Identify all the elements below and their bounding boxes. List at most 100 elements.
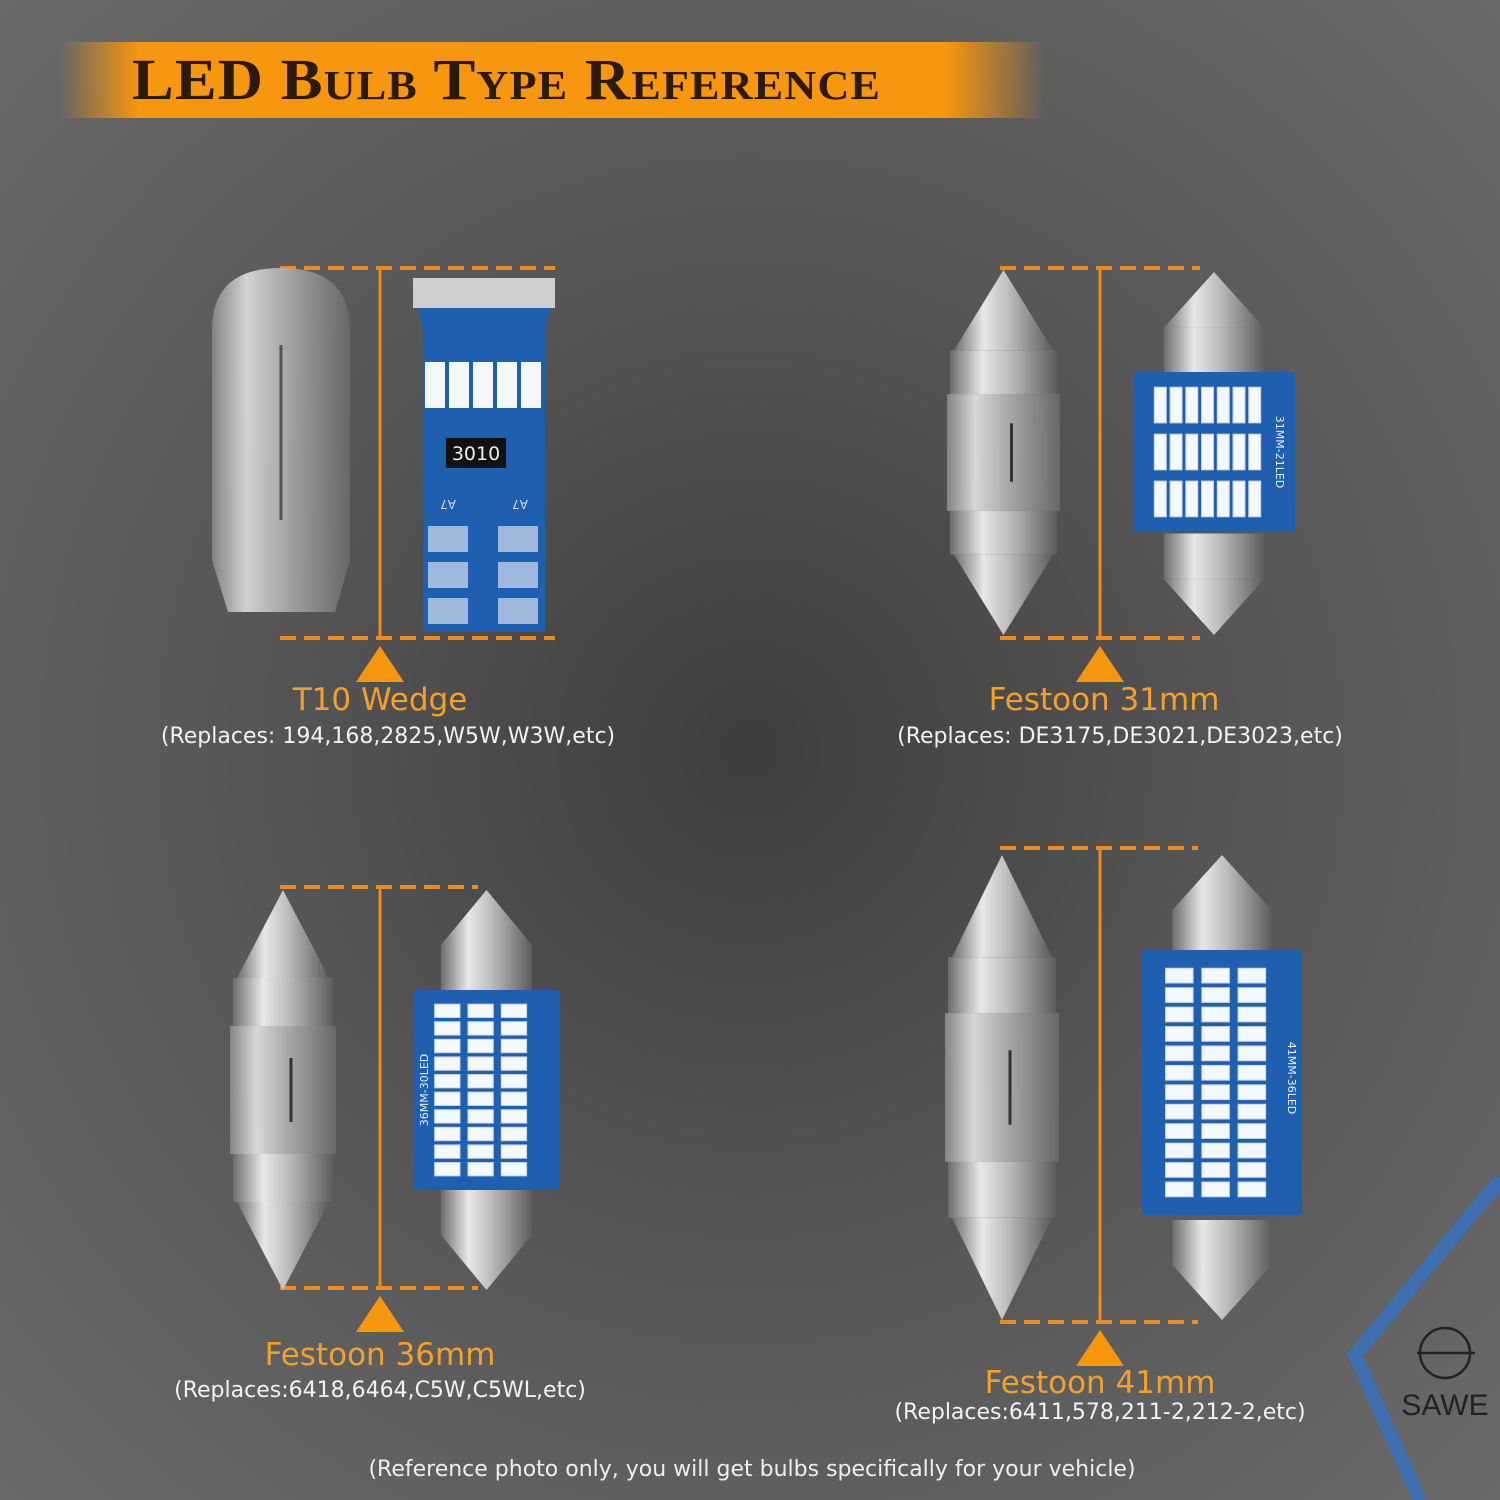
brand-logo-text: SAWE bbox=[1401, 1389, 1489, 1422]
pointer-triangle-icon bbox=[1076, 646, 1124, 682]
led-chip bbox=[1201, 1142, 1230, 1159]
led-chip bbox=[1165, 1181, 1194, 1198]
brand-stripe bbox=[1346, 1175, 1500, 1500]
bulb-cap-bottom bbox=[1172, 1220, 1272, 1265]
led-chip bbox=[434, 1109, 461, 1124]
led-chip bbox=[1153, 433, 1167, 471]
led-chip bbox=[434, 1003, 461, 1018]
led-chip bbox=[1165, 1142, 1194, 1159]
led-chip bbox=[500, 1162, 528, 1177]
brand-logo-icon bbox=[1417, 1326, 1475, 1380]
led-chip bbox=[1237, 1142, 1267, 1159]
led-chip bbox=[1165, 1084, 1194, 1101]
led-chip bbox=[1248, 433, 1262, 471]
bulb-cap-top bbox=[948, 957, 1056, 1014]
led-chip bbox=[467, 1091, 494, 1106]
led-chip bbox=[1201, 1006, 1230, 1023]
page-title: LED Bulb Type Reference bbox=[132, 47, 882, 112]
led-chip bbox=[1169, 433, 1183, 471]
solder-pad bbox=[428, 598, 468, 624]
bulb-body bbox=[230, 1026, 336, 1154]
led-chip bbox=[1237, 1064, 1267, 1081]
led-chip bbox=[1185, 433, 1199, 471]
led-chip bbox=[1201, 1084, 1230, 1101]
solder-pad bbox=[428, 526, 468, 552]
pointer-triangle-icon bbox=[1076, 1330, 1124, 1366]
led-chip bbox=[467, 1126, 494, 1142]
led-board-top bbox=[413, 278, 555, 308]
led-chip bbox=[1185, 480, 1199, 518]
led-chip bbox=[1201, 1064, 1230, 1081]
led-chip bbox=[1237, 1084, 1267, 1101]
led-chip bbox=[1216, 386, 1230, 424]
led-chip bbox=[434, 1144, 461, 1159]
led-chip bbox=[1237, 1103, 1267, 1120]
led-chip bbox=[473, 362, 493, 408]
footer-note: (Reference photo only, you will get bulb… bbox=[368, 1457, 1136, 1482]
board-label-31mm: 31MM-21LED bbox=[1273, 416, 1286, 489]
led-chip bbox=[434, 1038, 461, 1054]
led-chip bbox=[1165, 967, 1194, 984]
pointer-triangle-icon bbox=[356, 646, 404, 682]
bulb-tip-top bbox=[1172, 855, 1272, 910]
led-chip bbox=[1248, 480, 1262, 518]
led-chip bbox=[1201, 433, 1215, 471]
bulb-cap-bottom bbox=[1163, 533, 1265, 580]
bulb-tip-top bbox=[1163, 272, 1265, 328]
led-chip bbox=[1201, 1045, 1230, 1062]
led-chip bbox=[1232, 386, 1246, 424]
bulb-cap-top bbox=[1163, 327, 1265, 374]
led-chip bbox=[1153, 386, 1167, 424]
led-chip bbox=[467, 1109, 494, 1124]
bulb-tip-top bbox=[440, 890, 533, 945]
led-chip bbox=[449, 362, 469, 408]
led-chip bbox=[434, 1091, 461, 1106]
bulb-name-t10: T10 Wedge bbox=[292, 682, 468, 718]
bulb-cap-bottom bbox=[440, 1190, 533, 1235]
led-chip bbox=[467, 1162, 494, 1177]
led-chip bbox=[1237, 1162, 1267, 1178]
led-chip bbox=[500, 1021, 528, 1036]
led-chip bbox=[1237, 1006, 1267, 1023]
led-chip bbox=[1169, 386, 1183, 424]
led-chip bbox=[500, 1003, 528, 1018]
led-chip bbox=[1232, 480, 1246, 518]
bulb-tip-bottom bbox=[1172, 1265, 1272, 1320]
bulb-tip-bottom bbox=[440, 1235, 533, 1290]
led-chip bbox=[1165, 1103, 1194, 1120]
bulb-body bbox=[945, 1013, 1059, 1162]
led-chip bbox=[1153, 480, 1167, 518]
led-chip bbox=[1201, 1103, 1230, 1120]
led-chip bbox=[434, 1162, 461, 1177]
led-chip bbox=[467, 1021, 494, 1036]
led-chip bbox=[1165, 1162, 1194, 1178]
led-chip bbox=[1201, 967, 1230, 984]
led-chip bbox=[467, 1056, 494, 1071]
bulb-tip-bottom bbox=[952, 1217, 1052, 1320]
led-chip bbox=[1185, 386, 1199, 424]
led-chip bbox=[1237, 1026, 1267, 1042]
resistor-chip bbox=[446, 438, 506, 468]
led-chip bbox=[467, 1003, 494, 1018]
bulb-cap-top bbox=[1172, 910, 1272, 955]
led-chip bbox=[500, 1126, 528, 1142]
led-chip bbox=[500, 1056, 528, 1071]
led-chip bbox=[1169, 480, 1183, 518]
bulb-body bbox=[947, 394, 1060, 511]
bulb-replaces-41mm: (Replaces:6411,578,211-2,212-2,etc) bbox=[894, 1400, 1306, 1425]
led-chip bbox=[1201, 1123, 1230, 1139]
bulb-cap-bottom bbox=[950, 510, 1057, 555]
led-chip bbox=[434, 1074, 461, 1089]
bulb-tip-top bbox=[952, 855, 1052, 958]
bulb-replaces-31mm: (Replaces: DE3175,DE3021,DE3023,etc) bbox=[897, 724, 1343, 749]
led-chip bbox=[1165, 1123, 1194, 1139]
led-chip bbox=[434, 1021, 461, 1036]
led-chip bbox=[425, 362, 445, 408]
solder-pad bbox=[498, 598, 538, 624]
led-chip bbox=[1237, 967, 1267, 984]
board-label-41mm: 41MM-36LED bbox=[1285, 1042, 1298, 1115]
led-chip bbox=[500, 1144, 528, 1159]
diode-label-left: A7 bbox=[440, 497, 456, 511]
bulb-name-36mm: Festoon 36mm bbox=[264, 1337, 496, 1373]
